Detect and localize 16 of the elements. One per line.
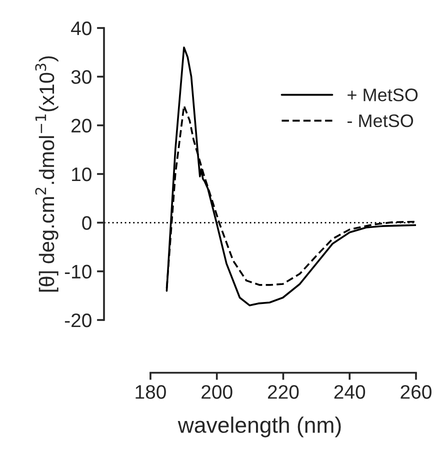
legend-label: + MetSO xyxy=(348,88,418,102)
x-tick-label: 200 xyxy=(202,385,232,399)
y-tick-label: 0 xyxy=(82,216,92,230)
x-tick-label: 180 xyxy=(136,385,166,399)
y-tick-label: 20 xyxy=(72,118,92,133)
x-axis-title: wavelength (nm) xyxy=(178,416,341,438)
x-tick-label: 240 xyxy=(334,385,366,399)
y-tick-label: 40 xyxy=(71,21,92,36)
legend-label: - MetSO xyxy=(348,114,414,128)
y-tick-label: -20 xyxy=(64,313,92,328)
y-tick-label: -10 xyxy=(64,264,92,279)
x-tick-label: 220 xyxy=(268,385,299,399)
x-tick-label: 260 xyxy=(400,385,432,399)
y-axis-title: [θ] deg.cm$^{2}$.dmol$^{−1}$(x10$^{3}$) xyxy=(35,56,58,292)
y-tick-label: 30 xyxy=(71,70,92,84)
y-tick-label: 10 xyxy=(72,167,92,182)
